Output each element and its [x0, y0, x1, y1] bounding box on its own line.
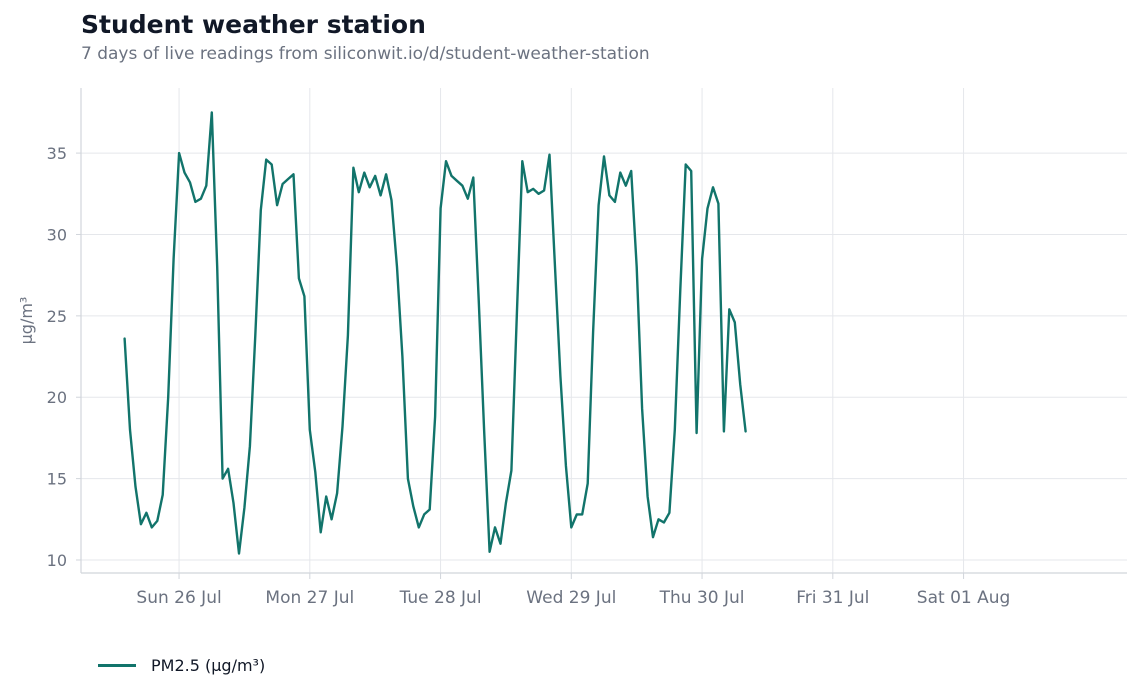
x-tick-label: Tue 28 Jul [399, 588, 482, 608]
line-chart: µg/m³ 10 15 20 25 30 35 Sun 26 Jul Mon 27 Jul Tu… [17, 88, 1127, 608]
y-axis-label: µg/m³ [17, 297, 36, 345]
y-tick-label: 10 [47, 551, 67, 570]
y-tick-label: 35 [47, 144, 67, 163]
y-tick-label: 15 [47, 470, 67, 489]
y-tick-label: 30 [47, 225, 67, 244]
legend-swatch [98, 664, 136, 667]
legend: PM2.5 (µg/m³) [98, 656, 265, 675]
tick-labels: 10 15 20 25 30 35 Sun 26 Jul Mon 27 Jul Tue 28 J… [47, 144, 1011, 608]
legend-label: PM2.5 (µg/m³) [151, 656, 266, 675]
x-tick-label: Sat 01 Aug [917, 588, 1011, 608]
axes [76, 88, 1127, 579]
chart-subtitle: 7 days of live readings from siliconwit.… [81, 44, 650, 64]
x-tick-label: Fri 31 Jul [796, 588, 869, 608]
grid-lines [81, 88, 1127, 573]
y-tick-label: 20 [47, 388, 67, 407]
y-tick-label: 25 [47, 307, 67, 326]
x-tick-label: Sun 26 Jul [136, 588, 221, 608]
chart-title: Student weather station [81, 10, 426, 39]
x-tick-label: Mon 27 Jul [265, 588, 354, 608]
series-lines [123, 111, 747, 555]
series-line-pm25 [123, 111, 747, 555]
x-tick-label: Thu 30 Jul [659, 588, 745, 608]
x-tick-label: Wed 29 Jul [526, 588, 616, 608]
